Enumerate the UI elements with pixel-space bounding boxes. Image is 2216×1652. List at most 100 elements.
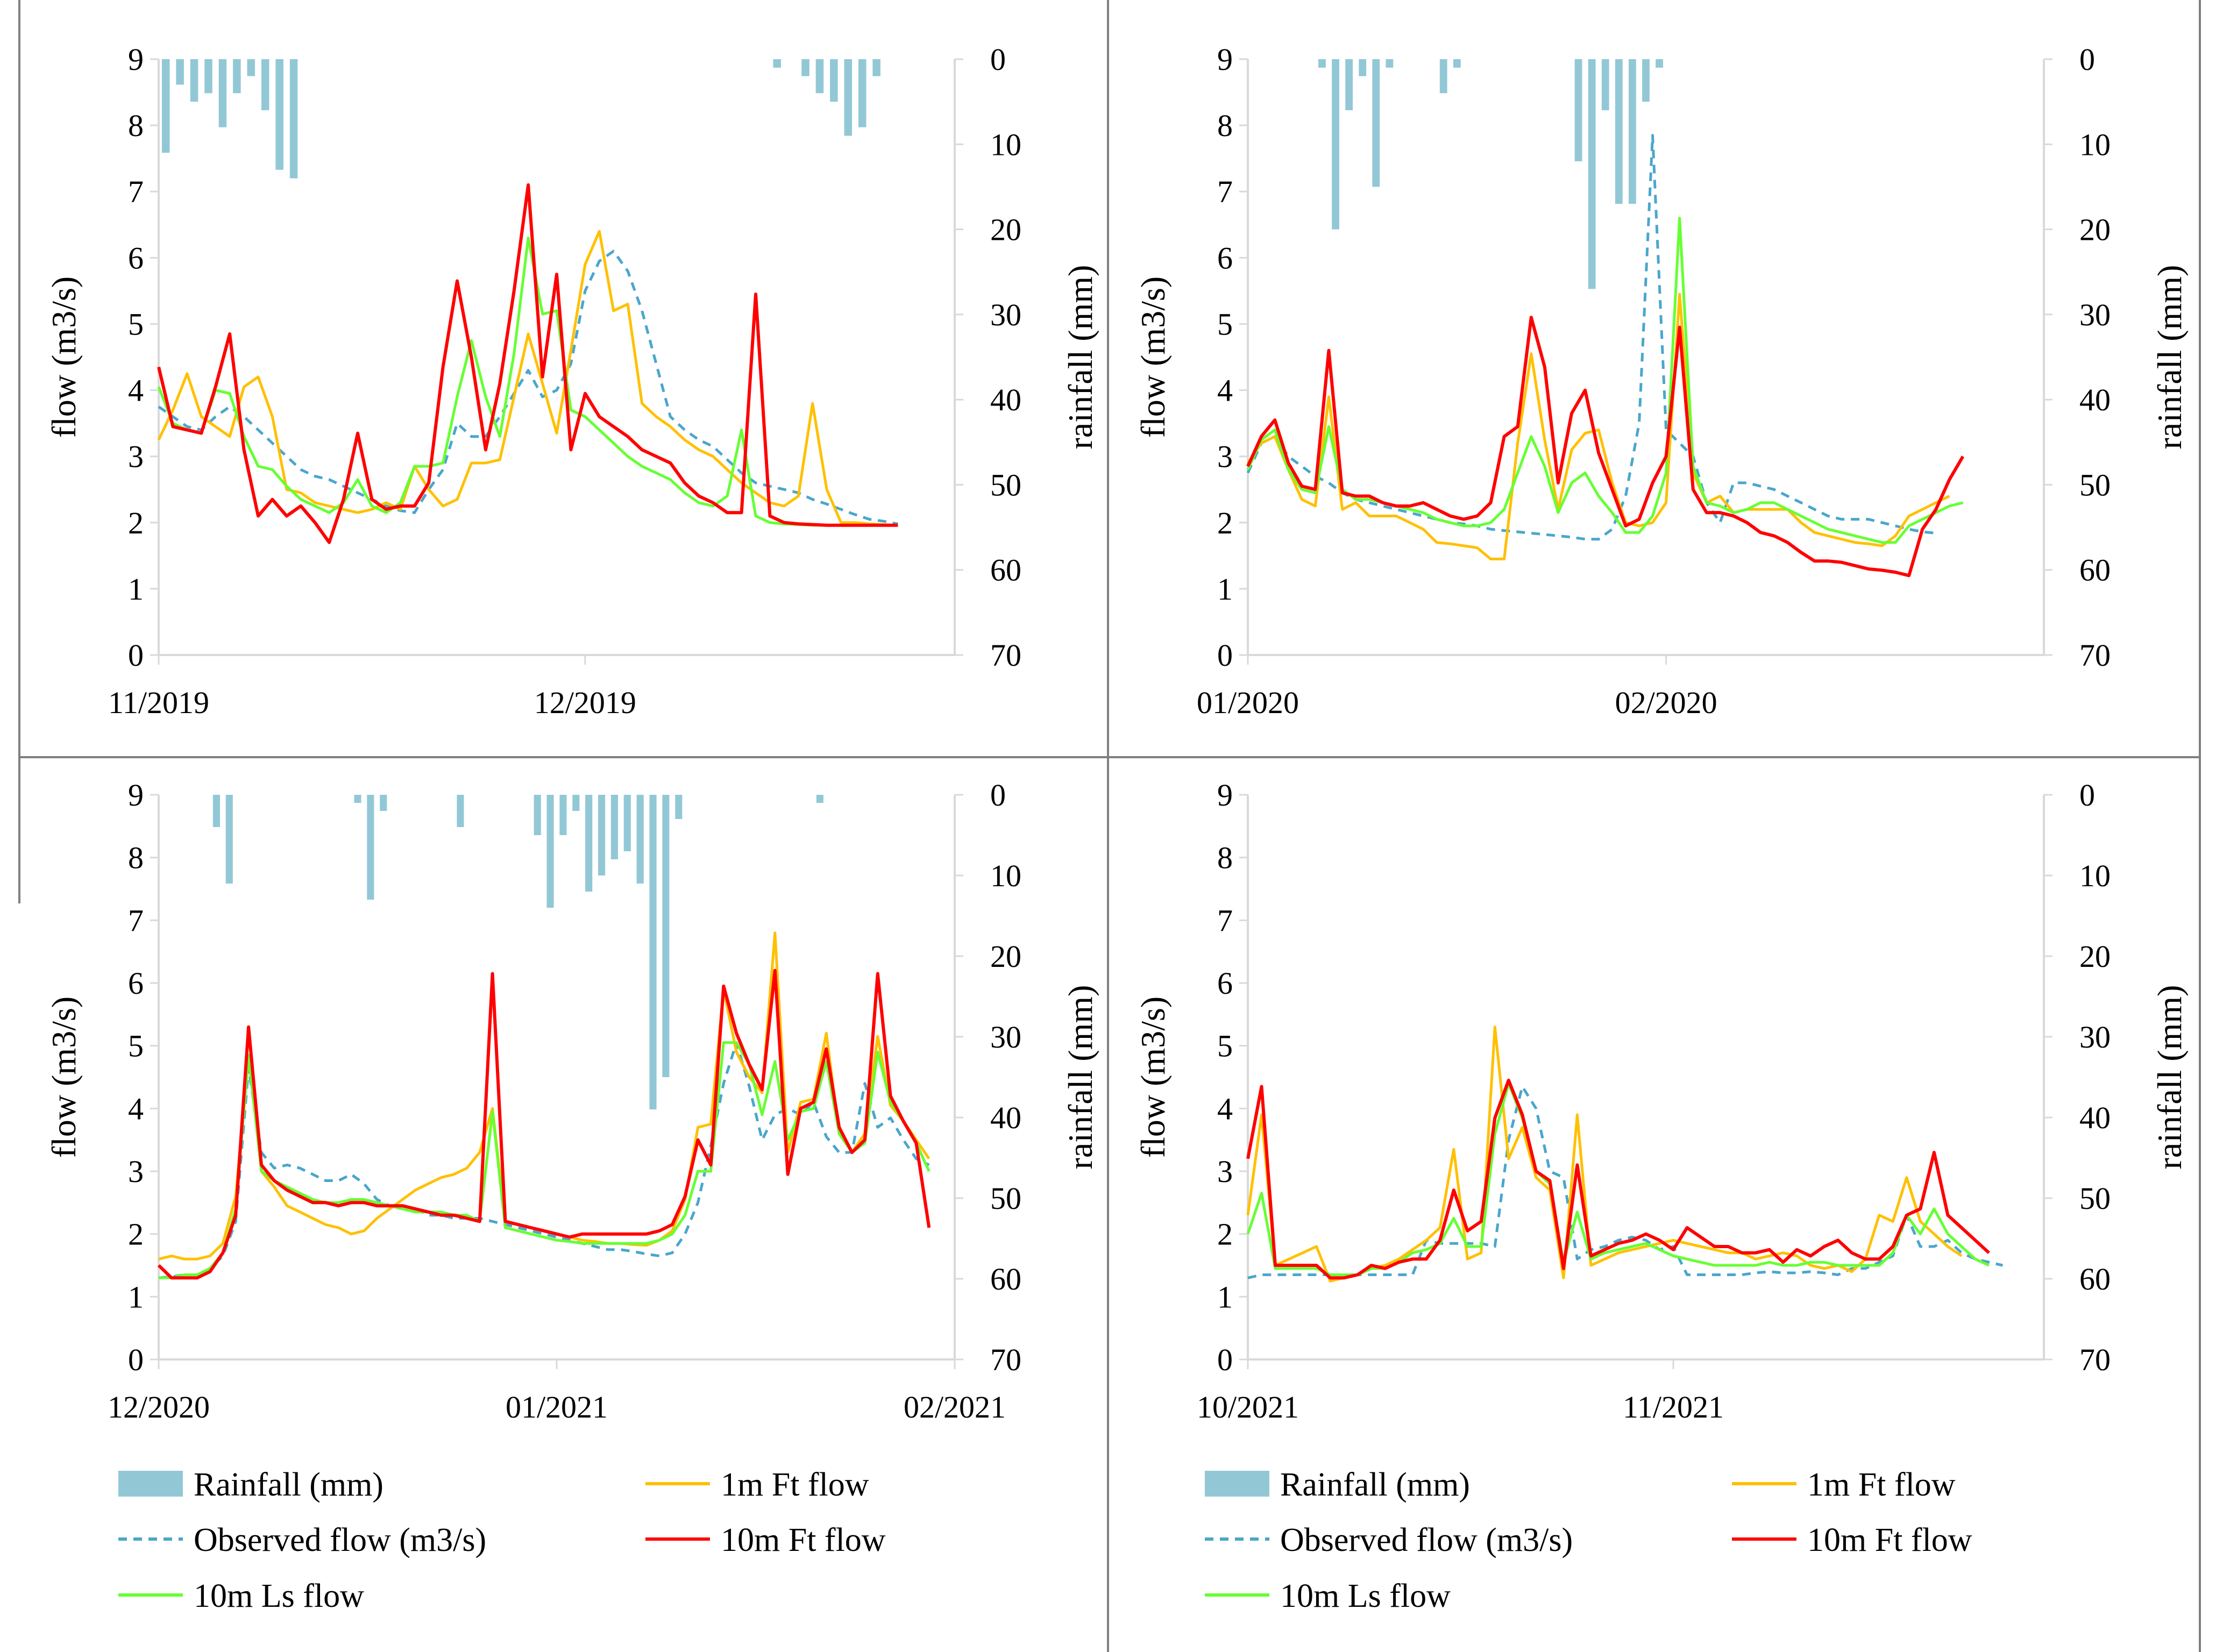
legend-label-ft10m: 10m Ft flow [1807,1522,1972,1558]
y-tick-label: 0 [1217,1342,1233,1377]
rainfall-bar [773,59,781,68]
series-line-ft10m [157,183,898,544]
y2-tick-label: 10 [2079,858,2111,893]
rainfall-bar [585,795,593,892]
series-line-ls10m [1246,217,1964,544]
y2-tick-label: 40 [2079,1100,2111,1135]
rainfall-bar [610,795,618,859]
series-line-ft10m [157,969,931,1280]
legend-label-observed: Observed flow (m3/s) [1280,1522,1573,1558]
y-axis-title: flow (m3/s) [45,276,83,438]
y2-axis-title: rainfall (mm) [2150,265,2189,450]
x-tick-label: 01/2021 [506,1390,608,1425]
series-line-observed [1247,1085,2003,1279]
y-tick-label: 4 [128,1091,144,1126]
rainfall-bar [247,59,255,76]
y2-tick-label: 20 [2079,212,2111,247]
y2-tick-label: 60 [2079,1262,2111,1297]
rainfall-bar [457,795,464,827]
rainfall-bar [1332,59,1339,230]
rainfall-bar [1318,59,1326,68]
y2-tick-label: 70 [990,638,1021,673]
y2-tick-label: 50 [2079,467,2111,502]
y2-axis-title: rainfall (mm) [2150,985,2189,1170]
y2-tick-label: 0 [990,778,1006,813]
rainfall-bar [546,795,554,908]
rainfall-bar [858,59,866,127]
y-tick-label: 1 [128,572,144,607]
rainfall-bar [275,59,283,170]
series-line-ft1m [1246,1026,1963,1283]
y2-tick-label: 20 [990,212,1021,247]
legend-label-rainfall: Rainfall (mm) [1280,1466,1470,1503]
figure-frame [18,0,2201,1652]
rainfall-bar [161,59,170,153]
legend-label-observed: Observed flow (m3/s) [194,1522,486,1558]
rainfall-bar [830,59,838,102]
legend-label-ls10m: 10m Ls flow [194,1578,364,1614]
x-tick-label: 12/2019 [534,685,636,720]
legend-swatch-rainfall [118,1471,183,1497]
y-tick-label: 7 [128,903,144,938]
y-tick-label: 4 [128,373,144,408]
rainfall-bar [801,59,809,76]
y-tick-label: 7 [1217,174,1233,209]
y-tick-label: 0 [128,638,144,673]
y2-tick-label: 60 [2079,553,2111,588]
rainfall-bar [534,795,541,835]
series-line-ls10m [1246,1082,1990,1276]
y2-tick-label: 30 [2079,297,2111,332]
series-line-observed [158,250,898,525]
rainfall-bar [572,795,580,811]
x-tick-label: 11/2021 [1623,1390,1724,1425]
x-tick-label: 02/2020 [1615,685,1717,720]
legend-label-ls10m: 10m Ls flow [1280,1578,1451,1614]
rainfall-bar [1574,59,1582,161]
legend-right: Rainfall (mm) 1m Ft flow Observed flow (m3… [1205,1466,1972,1614]
y-tick-label: 2 [1217,1217,1233,1252]
rainfall-bar [872,59,880,76]
rainfall-bar [354,795,361,803]
y-tick-label: 8 [128,108,144,143]
rainfall-bar [225,795,233,884]
rainfall-bar [1601,59,1609,110]
rainfall-bar [380,795,387,811]
y2-tick-label: 10 [990,127,1021,162]
rainfall-bar [649,795,657,1109]
series-line-observed [158,1041,930,1279]
rainfall-bar [1386,59,1394,68]
y-tick-label: 1 [1217,572,1233,607]
legend-left: Rainfall (mm) 1m Ft flow Observed flow (m3… [118,1466,886,1614]
y-tick-label: 7 [1217,903,1233,938]
x-tick-label: 12/2020 [108,1390,210,1425]
y2-tick-label: 0 [2079,42,2095,77]
x-tick-label: 10/2021 [1197,1390,1299,1425]
y-tick-label: 6 [128,966,144,1001]
rainfall-bar [1372,59,1380,187]
series-line-ft1m [1246,293,1950,560]
y-tick-label: 9 [1217,42,1233,77]
y2-tick-label: 70 [2079,638,2111,673]
y-tick-label: 5 [1217,1029,1233,1064]
y2-tick-label: 30 [2079,1020,2111,1055]
y-tick-label: 2 [1217,505,1233,540]
rainfall-bar [218,59,227,127]
rainfall-bar [675,795,683,819]
y-tick-label: 6 [128,240,144,275]
legend-swatch-rainfall [1205,1471,1269,1497]
y2-tick-label: 0 [2079,778,2095,813]
series-line-ft10m [1246,1078,1990,1280]
y-tick-label: 9 [1217,778,1233,813]
rainfall-bar [289,59,298,179]
x-tick-label: 01/2020 [1197,685,1299,720]
chart-panel-oct-2021: 0 1 2 3 4 5 6 7 8 9 0 10 20 30 40 50 60 70 10/2021 11/2021 f… [1134,778,2189,1425]
y2-tick-label: 50 [990,1181,1021,1216]
rainfall-bar [636,795,644,884]
rainfall-bar [204,59,212,94]
rainfall-bar [1629,59,1636,204]
rainfall-bar [367,795,374,900]
y-tick-label: 4 [1217,1091,1233,1126]
y2-tick-label: 40 [2079,382,2111,417]
y-tick-label: 2 [128,505,144,540]
